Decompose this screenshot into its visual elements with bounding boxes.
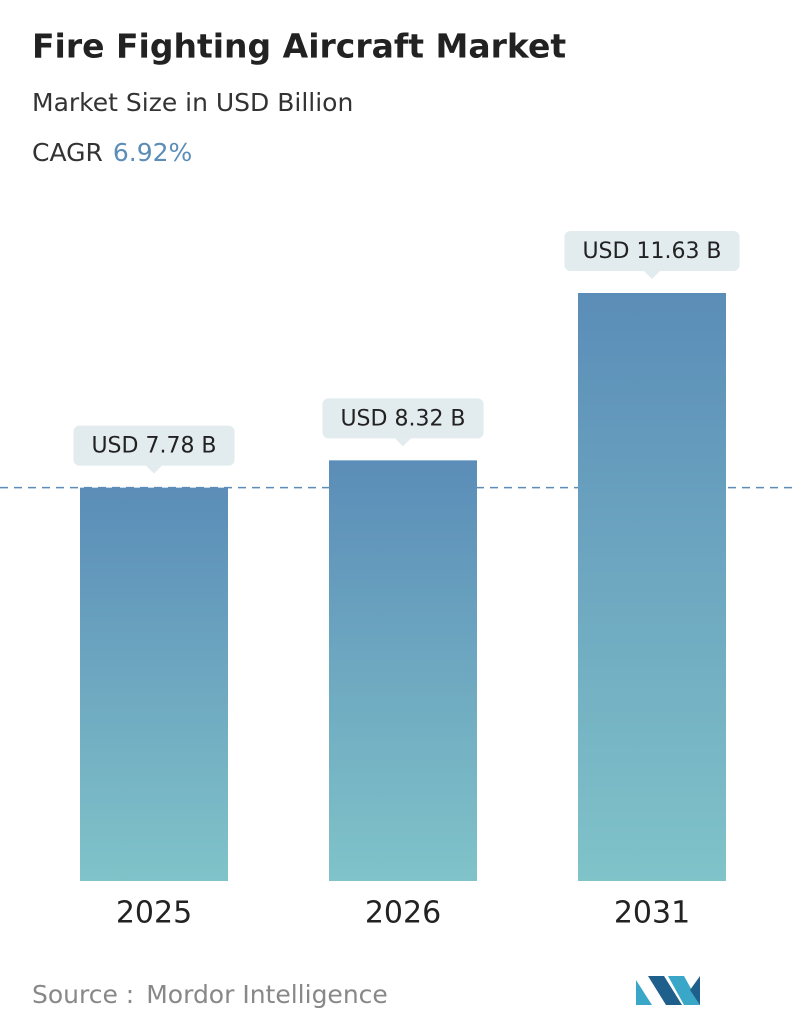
value-label-box [322,398,484,439]
value-label-box [564,231,740,271]
x-tick-label: 2026 [365,896,441,931]
bar [329,460,477,881]
chart-title: Fire Fighting Aircraft Market [32,27,566,66]
value-label: USD 8.32 B [340,406,465,431]
value-label-pointer [644,271,660,279]
cagr-value: 6.92% [113,138,192,167]
value-label: USD 11.63 B [582,239,721,264]
value-label-pointer [395,438,411,447]
value-label-pointer [146,465,162,474]
logo [636,976,700,1005]
source-name: Mordor Intelligence [146,980,388,1009]
bar [80,487,228,881]
value-label: USD 7.78 B [91,434,216,459]
bar [578,293,726,881]
source-label: Source : [32,980,134,1009]
x-tick-label: 2025 [116,896,192,931]
chart-subtitle: Market Size in USD Billion [32,88,353,117]
x-tick-label: 2031 [614,896,690,931]
cagr-label: CAGR [32,138,103,167]
value-label-box [73,425,235,466]
